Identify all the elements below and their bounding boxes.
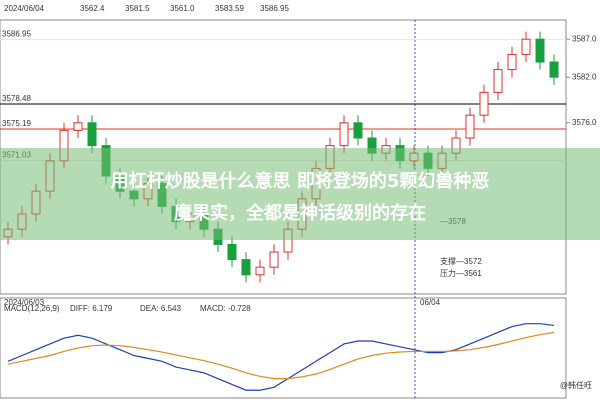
watermark: @韩任旺	[560, 380, 592, 390]
macd-legend: DIFF: 6.179	[70, 304, 113, 313]
candle-body	[73, 122, 83, 131]
annotation: 压力—3561	[440, 268, 482, 278]
annotation: 支撑—3572	[440, 256, 482, 266]
overlay-band	[0, 148, 600, 240]
macd-line	[7, 323, 555, 391]
candle-body	[465, 114, 475, 139]
candle-body	[227, 243, 237, 261]
header-item: 3586.95	[260, 4, 289, 13]
header-item: 3583.59	[215, 4, 244, 13]
macd-line	[7, 331, 555, 380]
y-tick-label: 3586.95	[2, 30, 31, 39]
candle-body	[521, 38, 531, 55]
macd-legend: DEA: 6.543	[140, 304, 181, 313]
candle-body	[353, 122, 363, 139]
y2-tick-label: 3582.0	[572, 72, 597, 81]
y-tick-label: 3575.19	[2, 119, 31, 128]
candle-body	[535, 38, 545, 63]
y2-tick-label: 3587.0	[572, 34, 597, 43]
overlay-title: 魔果实，全都是神话级别的存在	[174, 202, 426, 224]
candle-body	[507, 53, 517, 71]
candle-body	[339, 122, 349, 147]
date-label: 2024/06/03	[4, 298, 45, 307]
candle-body	[493, 69, 503, 93]
header-item: 3581.5	[125, 4, 150, 13]
header-item: 3562.4	[80, 4, 105, 13]
overlay-title: 用杠杆炒股是什么意思 即将登场的5颗幻兽种恶	[111, 170, 490, 192]
candle-body	[549, 61, 559, 78]
candle-body	[87, 122, 97, 147]
macd-panel	[0, 297, 567, 399]
macd-title: MACD(12,26,9)	[4, 304, 60, 313]
header-item: 3561.0	[170, 4, 195, 13]
candle-body	[479, 91, 489, 116]
candle-body	[255, 266, 265, 276]
y-tick-label: 3578.48	[2, 94, 31, 103]
macd-legend: MACD: -0.728	[200, 304, 251, 313]
candle-body	[241, 259, 251, 276]
date-label: 06/04	[420, 298, 441, 307]
header-item: 2024/06/04	[4, 4, 45, 13]
candle-body	[269, 251, 279, 268]
y2-tick-label: 3576.0	[572, 118, 597, 127]
